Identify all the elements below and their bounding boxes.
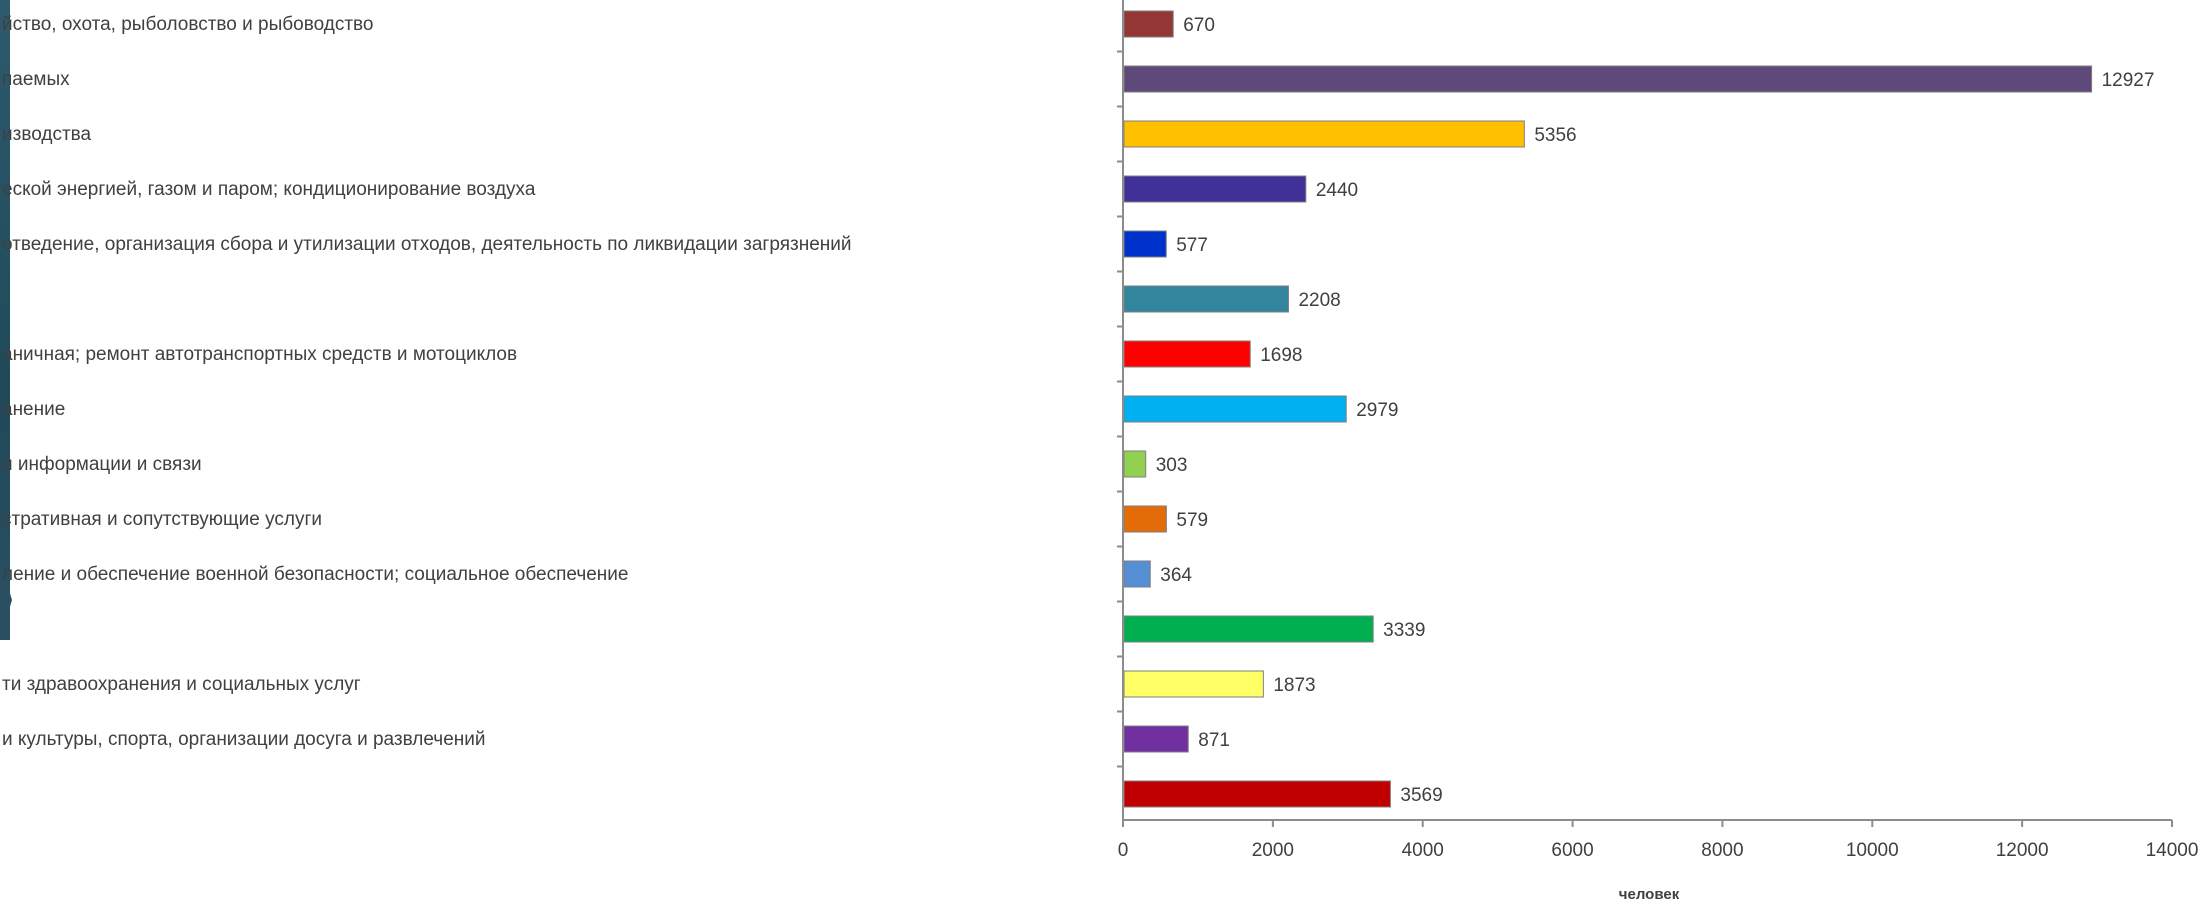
category-label: отведение, организация сбора и утилизаци…	[2, 234, 851, 255]
bar	[1123, 505, 1167, 533]
bar	[1123, 615, 1374, 643]
x-tick-label: 10000	[1846, 840, 1899, 861]
slide-accent-tip	[0, 560, 12, 640]
bar-value-label: 5356	[1534, 125, 1576, 146]
x-tick-label: 14000	[2146, 840, 2199, 861]
category-label: и культуры, спорта, организации досуга и…	[2, 729, 486, 750]
bar-value-label: 3339	[1383, 620, 1425, 641]
bar-value-label: 1873	[1273, 675, 1315, 696]
bar	[1123, 450, 1147, 478]
bar	[1123, 285, 1289, 313]
category-label: паемых	[2, 69, 70, 90]
category-label: аничная; ремонт автотранспортных средств…	[2, 344, 517, 365]
bar	[1123, 340, 1251, 368]
x-tick-label: 4000	[1402, 840, 1444, 861]
bar	[1123, 670, 1264, 698]
x-axis: 0 2000 4000 6000 8000 10000 12000 14000	[1117, 0, 2198, 861]
x-tick-label: 0	[1118, 840, 1129, 861]
bar	[1123, 230, 1167, 258]
category-label: йство, охота, рыболовство и рыбоводство	[2, 14, 373, 35]
bar-value-label: 3569	[1400, 785, 1442, 806]
bar	[1123, 560, 1151, 588]
bar-value-label: 2979	[1356, 400, 1398, 421]
bar	[1123, 395, 1347, 423]
category-label: изводства	[2, 124, 92, 145]
bar-value-label: 871	[1198, 730, 1230, 751]
bar	[1123, 65, 2093, 93]
slide-accent-bar	[0, 0, 10, 640]
bar	[1123, 780, 1391, 808]
bar-value-label: 12927	[2102, 70, 2155, 91]
bar	[1123, 175, 1307, 203]
bar-value-label: 2440	[1316, 180, 1358, 201]
bar-value-label: 303	[1156, 455, 1188, 476]
bar-value-label: 670	[1183, 15, 1215, 36]
bar	[1123, 10, 1174, 38]
category-label: еской энергией, газом и паром; кондицион…	[2, 179, 536, 200]
category-label: ти здравоохранения и социальных услуг	[2, 674, 361, 695]
x-axis-title: человек	[1619, 886, 1680, 903]
x-tick-label: 12000	[1996, 840, 2049, 861]
x-tick-label: 8000	[1701, 840, 1743, 861]
x-tick-label: 2000	[1252, 840, 1294, 861]
category-label: и информации и связи	[2, 454, 202, 475]
bar-series: 670 йство, охота, рыболовство и рыбоводст…	[2, 10, 2155, 808]
bar-value-label: 577	[1176, 235, 1208, 256]
category-label: анение	[2, 399, 65, 420]
bar-value-label: 364	[1160, 565, 1192, 586]
bar-value-label: 2208	[1298, 290, 1340, 311]
category-label: ление и обеспечение военной безопасности…	[2, 564, 628, 585]
category-label: стративная и сопутствующие услуги	[2, 509, 322, 530]
bar	[1123, 725, 1189, 753]
x-tick-label: 6000	[1551, 840, 1593, 861]
bar-value-label: 1698	[1260, 345, 1302, 366]
bar-value-label: 579	[1176, 510, 1208, 531]
bar	[1123, 120, 1525, 148]
